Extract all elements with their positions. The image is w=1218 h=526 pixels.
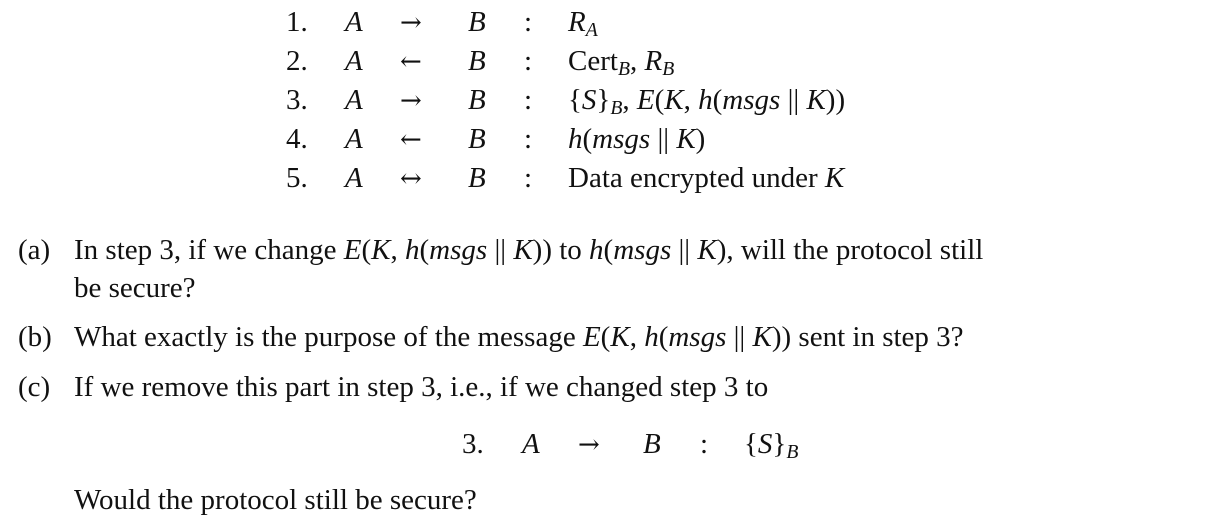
question-text: Would the protocol still be secure? bbox=[74, 484, 477, 516]
protocol-row-1: 1. A → B : RA bbox=[0, 8, 1218, 46]
question-label: (a) bbox=[18, 234, 51, 266]
question-text: What exactly is the purpose of the messa… bbox=[74, 321, 964, 353]
party-b: B bbox=[468, 6, 486, 38]
party-b: B bbox=[468, 45, 486, 77]
question-text-line-2: be secure? bbox=[74, 272, 196, 304]
party-b: B bbox=[643, 428, 661, 460]
separator-colon: : bbox=[524, 162, 533, 194]
protocol-row-2: 2. A ← B : CertB, RB bbox=[0, 47, 1218, 85]
separator-colon: : bbox=[524, 45, 533, 77]
separator-colon: : bbox=[524, 84, 533, 116]
party-a: A bbox=[345, 6, 363, 38]
display-step-3: 3. A → B : {S}B bbox=[0, 430, 1218, 468]
question-label: (b) bbox=[18, 321, 52, 353]
message: CertB, RB bbox=[568, 45, 675, 80]
message: {S}B bbox=[744, 428, 799, 463]
arrow-right-icon: → bbox=[400, 86, 422, 116]
party-a: A bbox=[345, 45, 363, 77]
party-a: A bbox=[522, 428, 540, 460]
step-number: 5. bbox=[286, 162, 308, 194]
step-number: 1. bbox=[286, 6, 308, 38]
arrow-bidirectional-icon: ↔ bbox=[400, 164, 422, 194]
arrow-left-icon: ← bbox=[400, 125, 422, 155]
separator-colon: : bbox=[700, 428, 709, 460]
step-number: 3. bbox=[462, 428, 484, 460]
arrow-right-icon: → bbox=[578, 430, 600, 460]
party-b: B bbox=[468, 123, 486, 155]
protocol-row-5: 5. A ↔ B : Data encrypted under K bbox=[0, 164, 1218, 202]
party-b: B bbox=[468, 84, 486, 116]
party-a: A bbox=[345, 162, 363, 194]
protocol-row-3: 3. A → B : {S}B, E(K, h(msgs || K)) bbox=[0, 86, 1218, 124]
separator-colon: : bbox=[524, 6, 533, 38]
message: h(msgs || K) bbox=[568, 123, 706, 155]
step-number: 4. bbox=[286, 123, 308, 155]
separator-colon: : bbox=[524, 123, 533, 155]
question-text-line-1: In step 3, if we change E(K, h(msgs || K… bbox=[74, 234, 984, 266]
step-number: 3. bbox=[286, 84, 308, 116]
party-a: A bbox=[345, 84, 363, 116]
question-text: If we remove this part in step 3, i.e., … bbox=[74, 371, 769, 403]
arrow-right-icon: → bbox=[400, 8, 422, 38]
question-label: (c) bbox=[18, 371, 51, 403]
protocol-row-4: 4. A ← B : h(msgs || K) bbox=[0, 125, 1218, 163]
message: Data encrypted under K bbox=[568, 162, 845, 194]
message: {S}B, E(K, h(msgs || K)) bbox=[568, 84, 846, 119]
arrow-left-icon: ← bbox=[400, 47, 422, 77]
message: RA bbox=[568, 6, 598, 41]
step-number: 2. bbox=[286, 45, 308, 77]
party-b: B bbox=[468, 162, 486, 194]
party-a: A bbox=[345, 123, 363, 155]
